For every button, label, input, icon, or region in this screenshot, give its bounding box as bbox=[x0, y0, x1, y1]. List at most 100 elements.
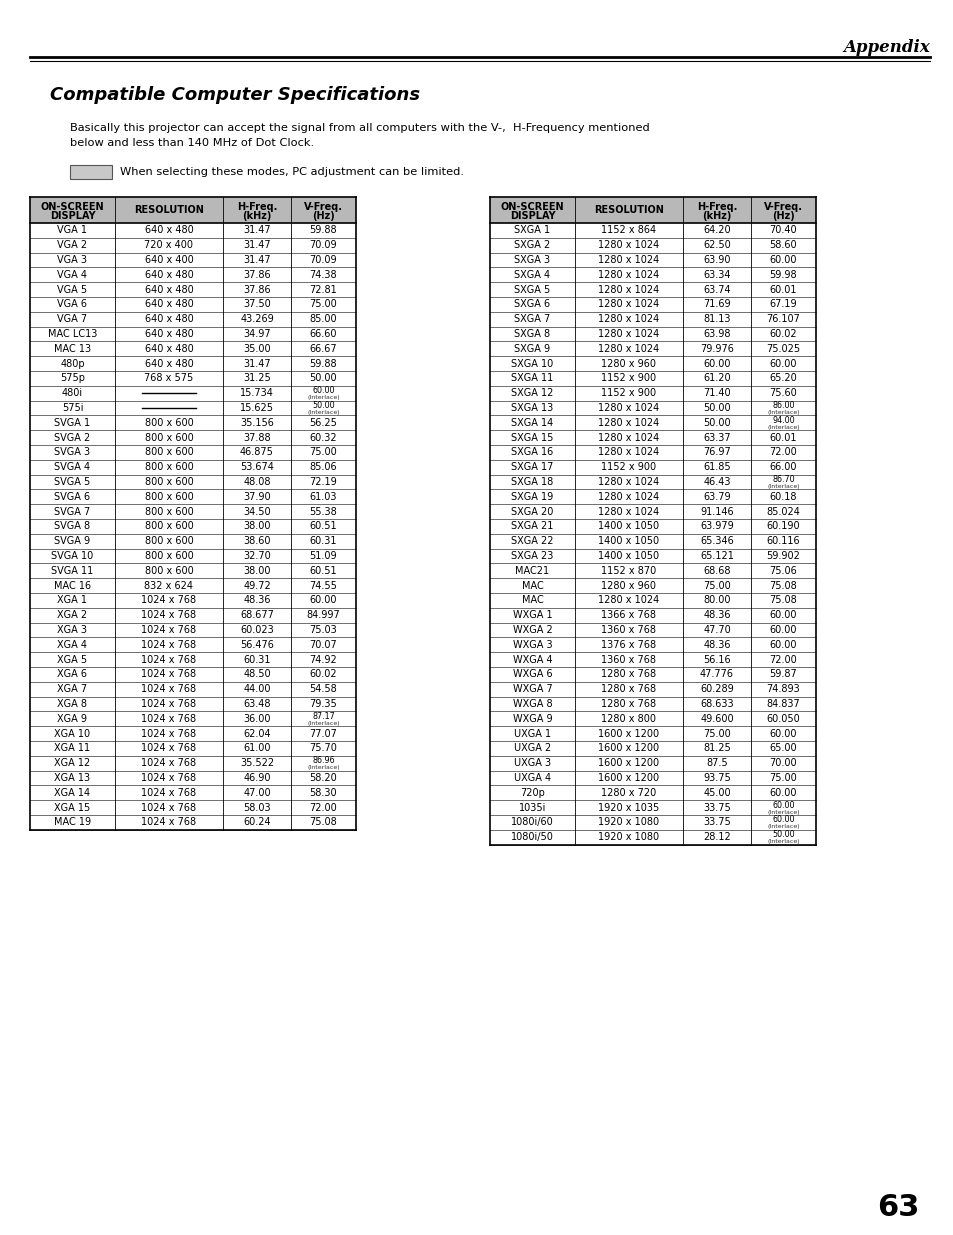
Text: (Interlace): (Interlace) bbox=[766, 484, 799, 489]
Text: 61.03: 61.03 bbox=[310, 492, 337, 501]
Text: 60.18: 60.18 bbox=[769, 492, 797, 501]
Text: 54.58: 54.58 bbox=[310, 684, 337, 694]
Text: 1280 x 1024: 1280 x 1024 bbox=[598, 595, 659, 605]
Text: 1280 x 1024: 1280 x 1024 bbox=[598, 284, 659, 295]
Text: WXGA 3: WXGA 3 bbox=[512, 640, 552, 650]
Text: 60.31: 60.31 bbox=[310, 536, 337, 546]
Text: 800 x 600: 800 x 600 bbox=[145, 447, 193, 457]
Text: VGA 4: VGA 4 bbox=[57, 269, 88, 280]
Text: 75.03: 75.03 bbox=[310, 625, 337, 635]
Text: MAC 13: MAC 13 bbox=[54, 343, 91, 353]
Text: H-Freq.: H-Freq. bbox=[236, 201, 277, 212]
Text: 68.677: 68.677 bbox=[240, 610, 274, 620]
Text: V-Freq.: V-Freq. bbox=[304, 201, 343, 212]
Text: SVGA 3: SVGA 3 bbox=[54, 447, 91, 457]
Text: 1920 x 1080: 1920 x 1080 bbox=[598, 832, 659, 842]
Text: 33.75: 33.75 bbox=[702, 818, 730, 827]
Text: 640 x 480: 640 x 480 bbox=[145, 329, 193, 338]
Text: SXGA 22: SXGA 22 bbox=[511, 536, 553, 546]
Text: 65.00: 65.00 bbox=[769, 743, 797, 753]
Text: 15.625: 15.625 bbox=[240, 403, 274, 412]
Text: 74.55: 74.55 bbox=[309, 580, 337, 590]
Text: SVGA 6: SVGA 6 bbox=[54, 492, 91, 501]
Text: 60.51: 60.51 bbox=[310, 566, 337, 576]
Text: 1280 x 768: 1280 x 768 bbox=[600, 669, 656, 679]
Text: 1024 x 768: 1024 x 768 bbox=[141, 729, 196, 739]
Text: MAC: MAC bbox=[521, 595, 543, 605]
Text: 1024 x 768: 1024 x 768 bbox=[141, 714, 196, 724]
Text: 1280 x 1024: 1280 x 1024 bbox=[598, 432, 659, 442]
Text: UXGA 3: UXGA 3 bbox=[514, 758, 551, 768]
Text: 70.07: 70.07 bbox=[310, 640, 337, 650]
Text: 60.00: 60.00 bbox=[769, 358, 797, 368]
Text: 76.107: 76.107 bbox=[766, 314, 800, 325]
Text: 50.00: 50.00 bbox=[702, 403, 730, 412]
Text: UXGA 4: UXGA 4 bbox=[514, 773, 551, 783]
Text: 31.47: 31.47 bbox=[243, 254, 271, 266]
Text: 1152 x 900: 1152 x 900 bbox=[600, 388, 656, 398]
Text: SXGA 17: SXGA 17 bbox=[511, 462, 553, 472]
Text: 60.00: 60.00 bbox=[769, 640, 797, 650]
Text: 72.00: 72.00 bbox=[769, 655, 797, 664]
Text: 1400 x 1050: 1400 x 1050 bbox=[598, 551, 659, 561]
Text: 60.050: 60.050 bbox=[766, 714, 800, 724]
Text: below and less than 140 MHz of Dot Clock.: below and less than 140 MHz of Dot Clock… bbox=[70, 138, 314, 148]
Text: XGA 7: XGA 7 bbox=[57, 684, 88, 694]
Text: 1152 x 864: 1152 x 864 bbox=[600, 226, 656, 236]
Text: 59.98: 59.98 bbox=[769, 269, 797, 280]
Bar bbox=[70, 165, 112, 179]
Text: 1024 x 768: 1024 x 768 bbox=[141, 773, 196, 783]
Text: 800 x 600: 800 x 600 bbox=[145, 551, 193, 561]
Text: 15.734: 15.734 bbox=[240, 388, 274, 398]
Text: H-Freq.: H-Freq. bbox=[696, 201, 737, 212]
Text: 1400 x 1050: 1400 x 1050 bbox=[598, 521, 659, 531]
Text: 63.90: 63.90 bbox=[702, 254, 730, 266]
Text: (kHz): (kHz) bbox=[701, 211, 731, 221]
Text: WXGA 9: WXGA 9 bbox=[512, 714, 552, 724]
Text: 74.893: 74.893 bbox=[766, 684, 800, 694]
Text: 1280 x 1024: 1280 x 1024 bbox=[598, 240, 659, 251]
Text: 1024 x 768: 1024 x 768 bbox=[141, 758, 196, 768]
Text: ON-SCREEN: ON-SCREEN bbox=[41, 201, 104, 212]
Text: 58.60: 58.60 bbox=[769, 240, 797, 251]
Text: 480p: 480p bbox=[60, 358, 85, 368]
Text: SXGA 14: SXGA 14 bbox=[511, 417, 553, 427]
Text: SXGA 16: SXGA 16 bbox=[511, 447, 553, 457]
Text: 640 x 480: 640 x 480 bbox=[145, 269, 193, 280]
Text: MAC: MAC bbox=[521, 580, 543, 590]
Text: 70.00: 70.00 bbox=[769, 758, 797, 768]
Text: 37.50: 37.50 bbox=[243, 299, 271, 310]
Text: XGA 4: XGA 4 bbox=[57, 640, 88, 650]
Text: 50.00: 50.00 bbox=[310, 373, 337, 383]
Text: 60.00: 60.00 bbox=[702, 358, 730, 368]
Text: 63: 63 bbox=[877, 1193, 919, 1223]
Text: UXGA 1: UXGA 1 bbox=[514, 729, 551, 739]
Text: SXGA 9: SXGA 9 bbox=[514, 343, 550, 353]
Text: (Interlace): (Interlace) bbox=[766, 810, 799, 815]
Text: 72.00: 72.00 bbox=[769, 447, 797, 457]
Text: XGA 8: XGA 8 bbox=[57, 699, 88, 709]
Text: 35.00: 35.00 bbox=[243, 343, 271, 353]
Text: 47.70: 47.70 bbox=[702, 625, 730, 635]
Text: 62.50: 62.50 bbox=[702, 240, 730, 251]
Text: (kHz): (kHz) bbox=[242, 211, 272, 221]
Text: 1280 x 720: 1280 x 720 bbox=[600, 788, 656, 798]
Text: 65.346: 65.346 bbox=[700, 536, 733, 546]
Text: 63.34: 63.34 bbox=[702, 269, 730, 280]
Text: WXGA 4: WXGA 4 bbox=[512, 655, 552, 664]
Text: 1280 x 1024: 1280 x 1024 bbox=[598, 254, 659, 266]
Text: 1920 x 1080: 1920 x 1080 bbox=[598, 818, 659, 827]
Text: (Interlace): (Interlace) bbox=[307, 721, 339, 726]
Text: 1152 x 870: 1152 x 870 bbox=[600, 566, 656, 576]
Text: SXGA 5: SXGA 5 bbox=[514, 284, 550, 295]
Text: 1024 x 768: 1024 x 768 bbox=[141, 684, 196, 694]
Text: 58.03: 58.03 bbox=[243, 803, 271, 813]
Text: 60.00: 60.00 bbox=[771, 800, 794, 810]
Text: 61.85: 61.85 bbox=[702, 462, 730, 472]
Text: 800 x 600: 800 x 600 bbox=[145, 566, 193, 576]
Text: 79.976: 79.976 bbox=[700, 343, 733, 353]
Text: 1280 x 800: 1280 x 800 bbox=[601, 714, 656, 724]
Text: UXGA 2: UXGA 2 bbox=[514, 743, 551, 753]
Text: SVGA 9: SVGA 9 bbox=[54, 536, 91, 546]
Text: 66.00: 66.00 bbox=[769, 462, 797, 472]
